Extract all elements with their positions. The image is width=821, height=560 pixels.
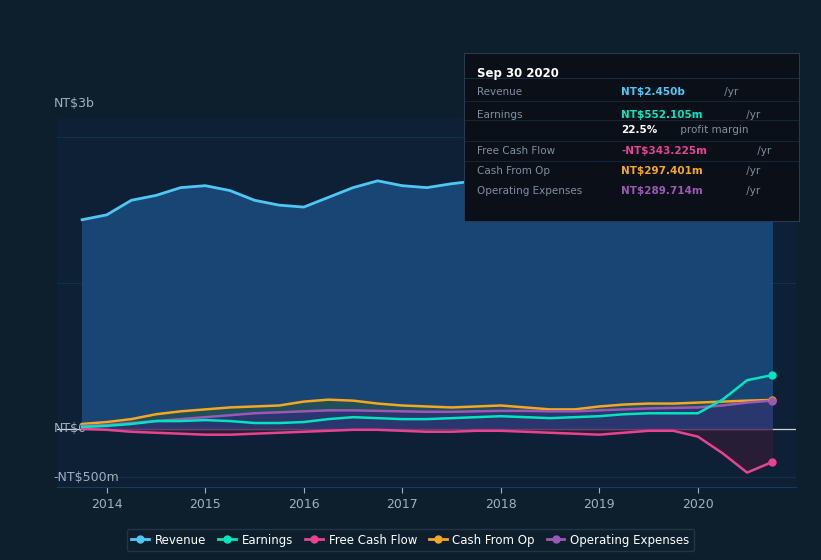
Text: Revenue: Revenue [477, 87, 522, 97]
Text: NT$0: NT$0 [54, 422, 87, 435]
Legend: Revenue, Earnings, Free Cash Flow, Cash From Op, Operating Expenses: Revenue, Earnings, Free Cash Flow, Cash … [126, 529, 695, 551]
Text: Cash From Op: Cash From Op [477, 166, 550, 176]
Text: 22.5%: 22.5% [621, 125, 658, 134]
Text: NT$3b: NT$3b [54, 97, 94, 110]
Text: /yr: /yr [743, 186, 760, 196]
Text: /yr: /yr [721, 87, 738, 97]
Text: Sep 30 2020: Sep 30 2020 [477, 67, 559, 80]
Text: profit margin: profit margin [677, 125, 748, 134]
Text: NT$552.105m: NT$552.105m [621, 110, 703, 119]
Text: Operating Expenses: Operating Expenses [477, 186, 583, 196]
Text: /yr: /yr [743, 166, 760, 176]
Text: /yr: /yr [754, 146, 771, 156]
Text: Free Cash Flow: Free Cash Flow [477, 146, 555, 156]
Text: NT$297.401m: NT$297.401m [621, 166, 703, 176]
Text: Earnings: Earnings [477, 110, 523, 119]
Text: -NT$500m: -NT$500m [54, 471, 120, 484]
Text: -NT$343.225m: -NT$343.225m [621, 146, 708, 156]
Text: NT$2.450b: NT$2.450b [621, 87, 686, 97]
Text: /yr: /yr [743, 110, 760, 119]
Text: NT$289.714m: NT$289.714m [621, 186, 703, 196]
